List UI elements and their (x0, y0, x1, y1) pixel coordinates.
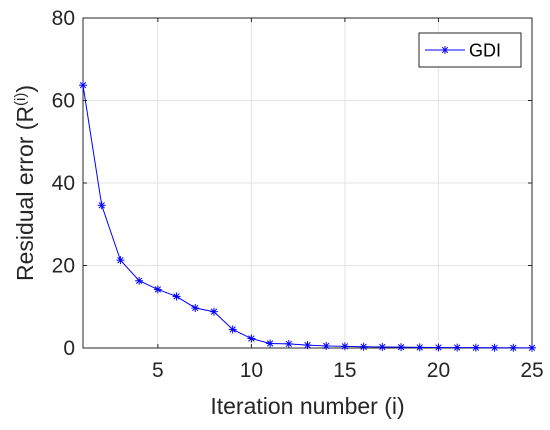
x-tick-label: 5 (152, 359, 164, 382)
ticks: 5 10 15 20 25 0 20 40 60 80 (52, 7, 544, 382)
x-tick-label: 15 (333, 359, 356, 382)
data-point-marker (135, 276, 144, 285)
data-point-marker (116, 256, 125, 265)
data-point-marker (415, 343, 424, 352)
data-point-marker (303, 341, 312, 350)
legend: GDI (418, 32, 522, 68)
y-tick-label: 20 (52, 255, 75, 278)
data-point-marker (153, 285, 162, 294)
y-tick-label: 80 (52, 7, 75, 30)
data-point-marker (453, 343, 462, 352)
y-tick-label: 60 (52, 90, 75, 113)
legend-asterisk-icon (441, 46, 449, 54)
data-point-marker (322, 341, 331, 350)
data-point-marker (397, 343, 406, 352)
data-point-marker (172, 292, 181, 301)
y-axis-label-main: Residual error (R (12, 106, 38, 281)
data-point-marker (359, 342, 368, 351)
data-point-marker (209, 307, 218, 316)
legend-asterisk (441, 46, 449, 54)
data-point-marker (79, 81, 87, 90)
x-axis-label: Iteration number (i) (210, 393, 404, 419)
data-point-marker (490, 343, 499, 352)
data-point-marker (528, 343, 536, 352)
data-point-marker (509, 343, 518, 352)
data-point-marker (340, 342, 349, 351)
y-axis-label-superscript: (i) (12, 93, 29, 106)
data-point-marker (228, 325, 237, 334)
data-point-marker (247, 334, 256, 343)
data-point-marker (266, 339, 275, 348)
data-point-marker (191, 303, 200, 312)
y-tick-label: 0 (63, 337, 75, 360)
data-point-marker (97, 201, 106, 210)
data-point-marker (378, 342, 387, 351)
legend-label: GDI (469, 41, 501, 61)
series-layer (79, 81, 536, 352)
y-axis-label: Residual error (R(i)) (12, 85, 38, 281)
x-tick-label: 10 (240, 359, 263, 382)
data-point-marker (434, 343, 443, 352)
x-tick-label: 20 (427, 359, 450, 382)
y-axis-label-close: ) (12, 85, 38, 93)
data-point-marker (471, 343, 480, 352)
data-point-marker (284, 339, 293, 348)
y-tick-label: 40 (52, 172, 75, 195)
x-tick-label: 25 (520, 359, 543, 382)
